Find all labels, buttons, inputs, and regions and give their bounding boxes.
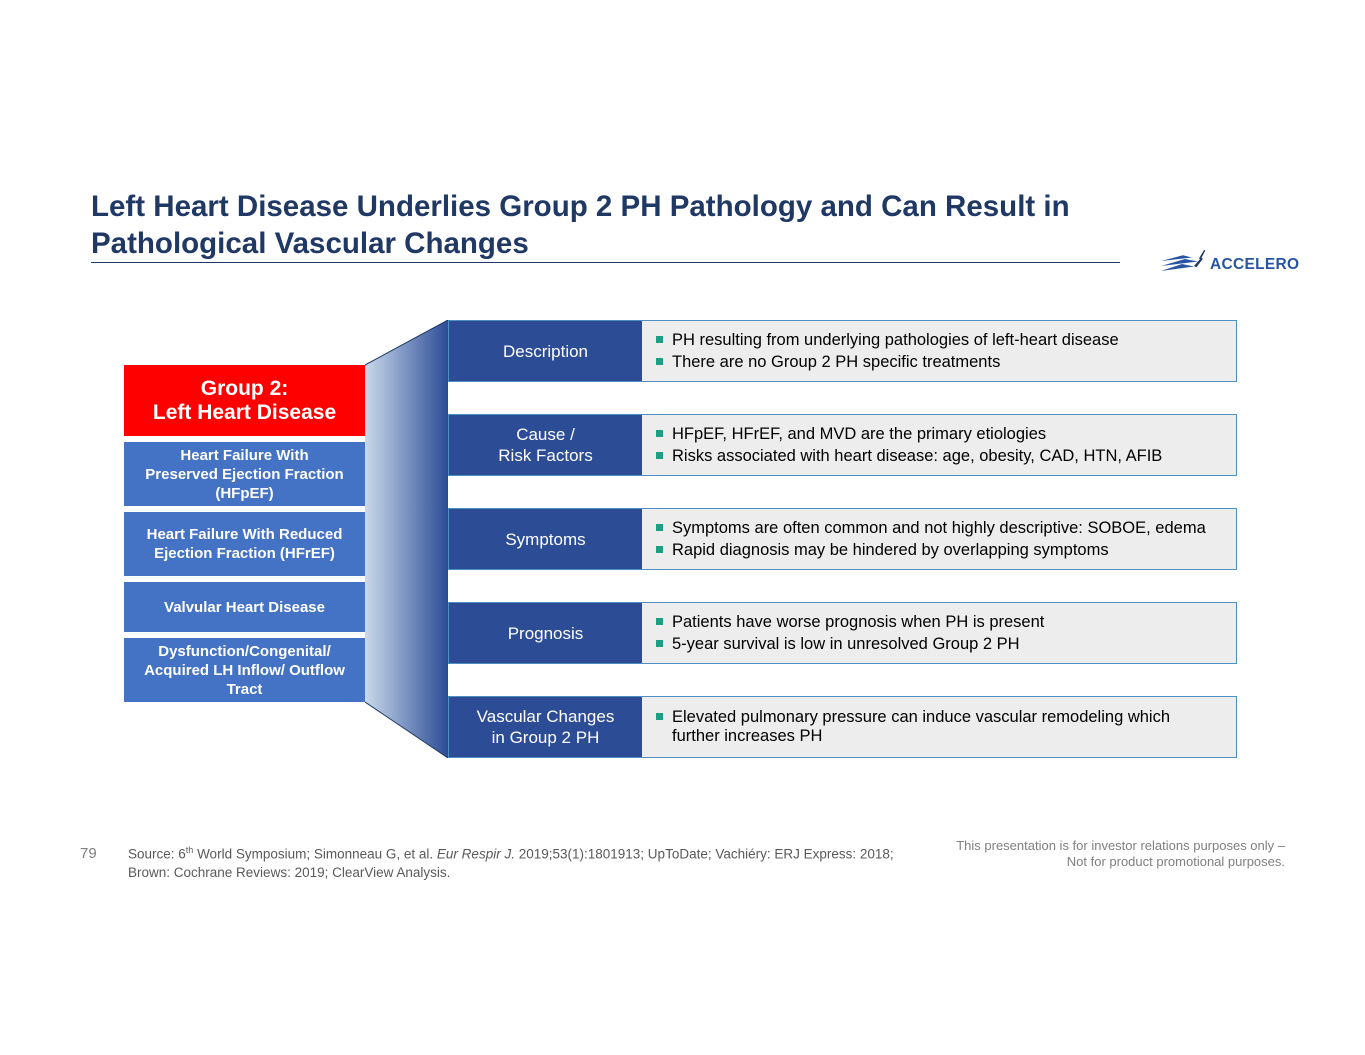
svg-text:ACCELERON: ACCELERON bbox=[1210, 256, 1300, 273]
